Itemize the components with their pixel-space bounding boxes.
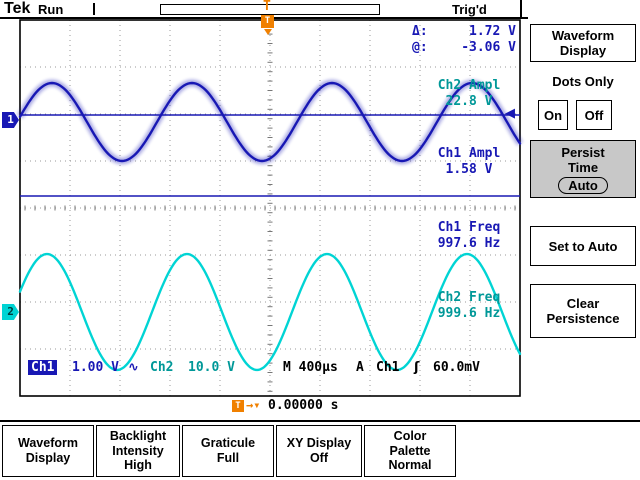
measurement-label: Ch2 Ampl (437, 78, 501, 93)
measurement-label: Ch1 Ampl (437, 146, 501, 161)
right-menu-title: Waveform Display (530, 24, 636, 62)
dots-only-label: Dots Only (552, 74, 614, 89)
trigger-status: Trig'd (452, 2, 487, 17)
cursor-at-label: @: (412, 40, 428, 55)
cursor-delta-value: 1.72 V (469, 24, 516, 39)
trigger-point-arrow-icon (264, 29, 272, 35)
acquisition-status: Run (38, 2, 64, 17)
ch1-ground-marker: 1 (2, 112, 19, 128)
scale-readout: Ch1 1.00 V ∿ Ch2 10.0 V M 400µs A Ch1 ʃ … (0, 360, 520, 378)
trigger-source: Ch1 (376, 360, 400, 375)
dots-on-button[interactable]: On (538, 100, 568, 130)
cursor-at-value: -3.06 V (461, 40, 516, 55)
trigger-position-icon: T (263, 0, 271, 14)
bottom-divider (0, 420, 640, 422)
persist-time-value: Auto (558, 176, 608, 194)
persist-time-button[interactable]: Persist Time Auto (530, 140, 636, 198)
bottom-menu-backlight-intensity[interactable]: Backlight Intensity High (96, 425, 180, 477)
cursor-position-arrow-icon: ◀ (505, 105, 515, 120)
clear-persistence-button[interactable]: Clear Persistence (530, 284, 636, 338)
ch2-scale-label: Ch2 (150, 360, 174, 375)
cursor-delta-readout: Δ: 1.72 V (412, 24, 516, 39)
record-position-bar (160, 4, 380, 15)
bottom-menu-waveform-display[interactable]: Waveform Display (2, 425, 94, 477)
measurement-ch2-ampl: Ch2 Ampl 22.8 V (422, 78, 516, 110)
dots-off-button[interactable]: Off (576, 100, 612, 130)
time-arrow-icon: →▾ (246, 398, 261, 412)
ch1-scale-badge: Ch1 (28, 360, 58, 375)
measurement-label: Ch2 Freq (437, 290, 501, 305)
ch1-scale-value: 1.00 V (72, 360, 119, 375)
trigger-level-value: 60.0mV (433, 360, 480, 375)
bottom-menu-xy-display[interactable]: XY Display Off (276, 425, 362, 477)
timebase-readout: M 400µs (283, 360, 338, 375)
ch2-ground-marker: 2 (2, 304, 19, 320)
time-marker-icon: T (232, 400, 244, 412)
measurement-value: 997.6 Hz (437, 236, 501, 251)
cursor-delta-label: Δ: (412, 24, 428, 39)
ch2-scale-value: 10.0 V (188, 360, 235, 375)
topbar-separator (520, 0, 522, 18)
time-readout-value: 0.00000 s (268, 398, 339, 413)
persist-time-label: Persist Time (561, 144, 605, 175)
measurement-value: 999.6 Hz (437, 306, 501, 321)
set-to-auto-button[interactable]: Set to Auto (530, 226, 636, 266)
cursor-at-readout: @: -3.06 V (412, 40, 516, 55)
trigger-mode: A (356, 360, 364, 375)
ch1-coupling-icon: ∿ (128, 360, 139, 375)
topbar-tick (93, 3, 95, 15)
ch1-trace (18, 81, 522, 163)
trigger-point-icon: T (261, 15, 274, 28)
measurement-value: 1.58 V (445, 162, 493, 177)
trigger-slope-icon: ʃ (414, 360, 420, 375)
measurement-label: Ch1 Freq (437, 220, 501, 235)
measurement-ch1-ampl: Ch1 Ampl 1.58 V (422, 146, 516, 178)
ch2-trace (18, 252, 522, 372)
tek-logo: Tek (4, 0, 31, 17)
bottom-menu-graticule[interactable]: Graticule Full (182, 425, 274, 477)
measurement-value: 22.8 V (445, 94, 493, 109)
measurement-ch1-freq: Ch1 Freq 997.6 Hz (422, 220, 516, 252)
bottom-menu-color-palette[interactable]: Color Palette Normal (364, 425, 456, 477)
measurement-ch2-freq: Ch2 Freq 999.6 Hz (422, 290, 516, 322)
